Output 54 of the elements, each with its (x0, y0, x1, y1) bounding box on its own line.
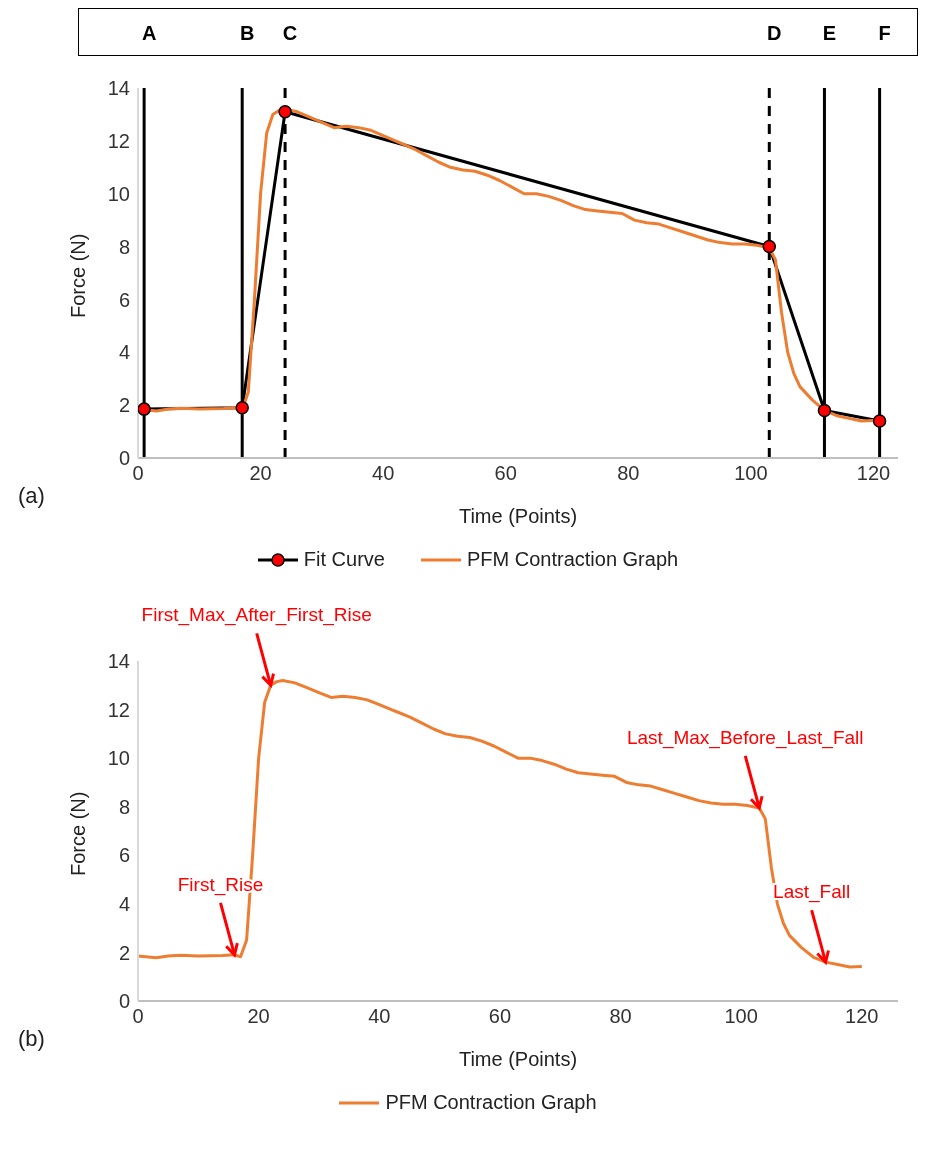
ref-line-label: D (767, 22, 782, 44)
ref-line-label: A (141, 22, 157, 44)
annotation: Last_Max_Before_Last_Fall (626, 726, 864, 749)
legend-label: PFM Contraction Graph (385, 1091, 597, 1114)
point (278, 105, 292, 119)
ref-line-label: F (878, 22, 891, 44)
y-tick-label: 6 (118, 288, 130, 311)
y-tick-label: 10 (107, 182, 130, 205)
y-tick-label: 8 (118, 235, 130, 258)
x-axis-title: Time (Points) (458, 1048, 578, 1070)
x-tick-label: 20 (249, 462, 272, 485)
y-tick-label: 0 (118, 447, 130, 470)
line-series (138, 678, 864, 969)
x-tick-label: 60 (488, 1005, 512, 1028)
x-tick-label: 120 (845, 1005, 879, 1028)
point (817, 403, 832, 418)
x-tick-label: 60 (494, 462, 517, 485)
annotation: First_Max_After_First_Rise (141, 604, 372, 627)
legend-label: Fit Curve (303, 548, 385, 571)
y-tick-label: 14 (107, 650, 130, 673)
ref-line-label: B (239, 22, 255, 44)
y-tick-label: 4 (118, 341, 130, 364)
y-tick-label: 12 (107, 698, 130, 721)
ref-line-label: C (282, 22, 298, 44)
y-axis-title: Force (N) (67, 233, 90, 318)
x-tick-label: 100 (724, 1005, 758, 1028)
point (235, 401, 249, 415)
x-tick-label: 0 (132, 1005, 144, 1028)
legend-label: PFM Contraction Graph (466, 548, 679, 571)
y-tick-label: 4 (118, 892, 130, 915)
y-tick-label: 2 (118, 941, 130, 964)
text: (a) (18, 483, 45, 509)
y-tick-label: 10 (107, 747, 130, 770)
x-tick-label: 80 (609, 1005, 632, 1028)
point (762, 239, 777, 254)
x-tick-label: 100 (734, 462, 768, 485)
x-tick-label: 20 (247, 1005, 270, 1028)
point (872, 414, 887, 428)
point (138, 402, 151, 416)
x-tick-label: 80 (617, 462, 640, 485)
text: (b) (18, 1026, 45, 1052)
y-tick-label: 12 (107, 129, 130, 152)
x-axis-title: Time (Points) (458, 505, 578, 527)
x-tick-label: 40 (368, 1005, 391, 1028)
y-tick-label: 14 (107, 77, 130, 100)
x-tick-label: 120 (856, 462, 891, 485)
ref-line-label: E (822, 22, 837, 44)
y-tick-label: 8 (118, 795, 130, 818)
y-axis-title: Force (N) (67, 791, 90, 876)
x-tick-label: 40 (372, 462, 395, 485)
y-tick-label: 2 (118, 394, 130, 417)
y-tick-label: 0 (118, 990, 130, 1013)
x-tick-label: 0 (132, 462, 144, 485)
y-tick-label: 6 (118, 844, 130, 867)
